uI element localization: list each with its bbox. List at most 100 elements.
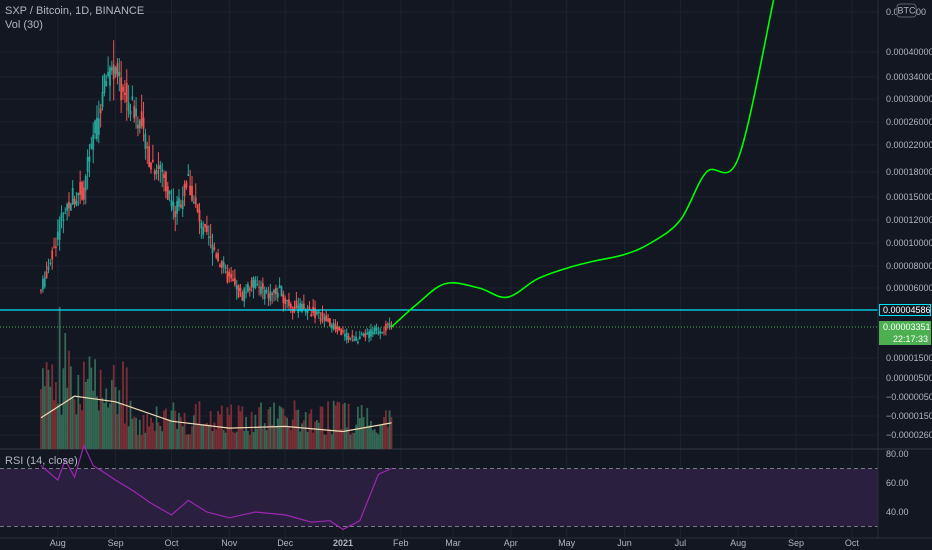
volume-bar xyxy=(194,404,197,449)
candle-body xyxy=(207,237,210,239)
candle-body xyxy=(170,200,173,207)
price-axis-tick: 0.00026000 xyxy=(886,117,932,127)
volume-bar xyxy=(148,426,151,449)
candle-body xyxy=(204,223,206,228)
volume-bar xyxy=(386,427,389,449)
volume-bar xyxy=(96,396,98,449)
volume-bar xyxy=(329,429,331,449)
volume-bar xyxy=(254,414,257,449)
candle-body xyxy=(241,292,244,300)
time-axis-label: Oct xyxy=(164,538,179,548)
volume-bar xyxy=(176,429,178,449)
volume-bar xyxy=(390,417,393,449)
candle-body xyxy=(347,336,350,341)
candle-body xyxy=(230,273,233,279)
volume-bar xyxy=(330,434,333,449)
volume-bar xyxy=(248,434,251,449)
candle-body xyxy=(220,260,223,268)
price-axis-tick: 0.00015000 xyxy=(886,192,932,202)
rsi-axis-tick: 80.00 xyxy=(886,449,909,459)
volume-bar xyxy=(207,424,210,449)
candle-body xyxy=(94,120,96,134)
volume-bar xyxy=(250,411,253,449)
candle-body xyxy=(123,92,126,96)
volume-bar xyxy=(181,426,184,449)
horizontal-line-tag-inner xyxy=(880,305,930,315)
price-axis-tick: 0.00018000 xyxy=(886,167,932,177)
volume-bar xyxy=(375,432,378,449)
candle-body xyxy=(289,304,292,308)
price-axis-tick: 0.00040000 xyxy=(886,47,932,57)
candle-body xyxy=(375,327,378,331)
candle-body xyxy=(51,250,54,260)
volume-bar xyxy=(77,374,80,449)
volume-bar xyxy=(209,410,212,449)
candle-body xyxy=(41,279,44,290)
candle-body xyxy=(151,159,154,162)
volume-bar xyxy=(105,388,108,449)
candle-body xyxy=(343,334,346,337)
candle-body xyxy=(284,298,287,304)
time-axis-label: Jun xyxy=(617,538,632,548)
volume-bar xyxy=(263,423,266,449)
time-axis-background xyxy=(0,538,932,550)
candle-body xyxy=(383,331,385,333)
volume-bar xyxy=(191,426,193,449)
volume-bar xyxy=(183,412,186,449)
candle-body xyxy=(353,338,356,341)
volume-bar xyxy=(265,430,268,449)
candle-body xyxy=(299,302,302,310)
candle-body xyxy=(379,330,382,334)
candle-body xyxy=(258,286,261,288)
candle-body xyxy=(228,271,231,277)
candle-body xyxy=(295,300,298,308)
volume-bar xyxy=(312,432,315,449)
candle-body xyxy=(146,146,149,148)
price-axis[interactable]: 0.00040000 0.00034000 0.00030000 0.00026000… xyxy=(877,0,932,550)
candle-body xyxy=(237,285,240,298)
candle-body xyxy=(198,209,201,222)
volume-bar xyxy=(308,413,311,449)
volume-bar xyxy=(146,414,149,449)
volume-bar xyxy=(316,420,318,449)
volume-bar xyxy=(306,431,309,449)
volume-bar xyxy=(66,387,69,449)
time-axis-label: Apr xyxy=(504,538,518,548)
candle-body xyxy=(88,156,91,162)
volume-bar xyxy=(47,369,50,449)
time-axis-label: Feb xyxy=(393,538,409,548)
volume-bar xyxy=(278,405,281,449)
candle-body xyxy=(362,333,365,336)
currency-badge-label: BTC xyxy=(898,6,917,16)
volume-bar xyxy=(334,405,337,449)
time-axis[interactable]: Aug Sep Oct Nov Dec 2021 Feb Mar Apr May Jun Jul Aug… xyxy=(0,537,932,550)
volume-bar xyxy=(159,426,162,449)
candle-body xyxy=(165,172,167,192)
candle-body xyxy=(196,204,199,212)
volume-bar xyxy=(317,422,320,449)
volume-bar xyxy=(101,397,104,449)
time-axis-label: Oct xyxy=(845,538,860,548)
volume-bar xyxy=(166,419,169,449)
candle-body xyxy=(68,201,70,209)
candle-body xyxy=(282,293,285,303)
volume-bar xyxy=(202,424,205,449)
volume-bar xyxy=(120,403,123,449)
volume-bar xyxy=(41,368,44,449)
volume-bar xyxy=(314,421,316,449)
candle-body xyxy=(185,181,188,188)
time-axis-label: Mar xyxy=(445,538,461,548)
candle-body xyxy=(355,336,357,341)
candle-body xyxy=(293,306,296,312)
currency-badge xyxy=(896,3,917,18)
candle-body xyxy=(137,124,139,129)
candle-body xyxy=(306,310,309,314)
volume-bar xyxy=(211,430,214,449)
candle-body xyxy=(53,246,55,248)
volume-bar xyxy=(271,424,274,449)
volume-bar xyxy=(297,409,300,449)
volume-bar xyxy=(325,434,328,449)
candle-body xyxy=(122,86,124,92)
price-axis-tick: 0.00 xyxy=(886,7,904,17)
